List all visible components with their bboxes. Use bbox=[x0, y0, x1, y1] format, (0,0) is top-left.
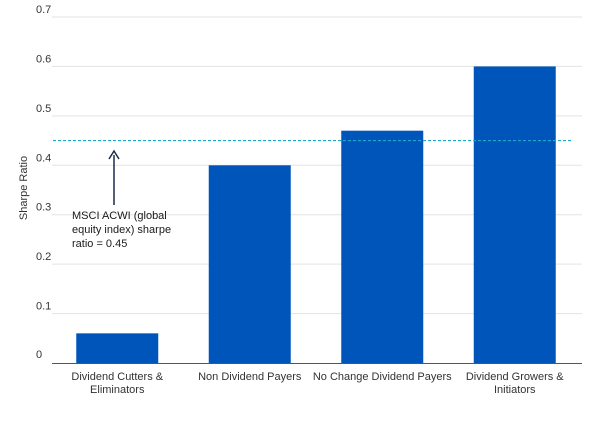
y-tick-label: 0.5 bbox=[36, 103, 51, 115]
x-tick-label: Dividend Cutters & Eliminators bbox=[71, 371, 163, 396]
y-tick-label: 0.7 bbox=[36, 4, 51, 16]
y-tick-label: 0.6 bbox=[36, 53, 51, 65]
x-tick-label: Dividend Growers & Initiators bbox=[466, 371, 564, 396]
bars bbox=[76, 66, 556, 363]
y-tick-label: 0.3 bbox=[36, 202, 51, 214]
annotation-arrow-head bbox=[108, 149, 120, 160]
y-tick-label: 0 bbox=[36, 349, 42, 361]
y-tick-label: 0.1 bbox=[36, 301, 51, 313]
gridlines bbox=[52, 16, 582, 315]
bar bbox=[208, 165, 291, 363]
x-tick-label: No Change Dividend Payers bbox=[313, 371, 452, 383]
y-tick-label: 0.4 bbox=[36, 152, 51, 164]
y-axis-title: Sharpe Ratio bbox=[18, 156, 30, 220]
annotation-text: MSCI ACWI (global equity index) sharpe rat… bbox=[72, 210, 171, 250]
bar bbox=[473, 66, 556, 363]
annotation-group: MSCI ACWI (global equity index) sharpe rat… bbox=[72, 149, 171, 250]
y-tick-label: 0.2 bbox=[36, 251, 51, 263]
bar bbox=[76, 333, 159, 363]
axes: 0 0.1 0.2 0.3 0.4 0.5 0.6 0.7 Sharpe Ratio Divide… bbox=[18, 4, 582, 396]
x-tick-label: Non Dividend Payers bbox=[198, 371, 302, 383]
bar bbox=[341, 130, 424, 363]
